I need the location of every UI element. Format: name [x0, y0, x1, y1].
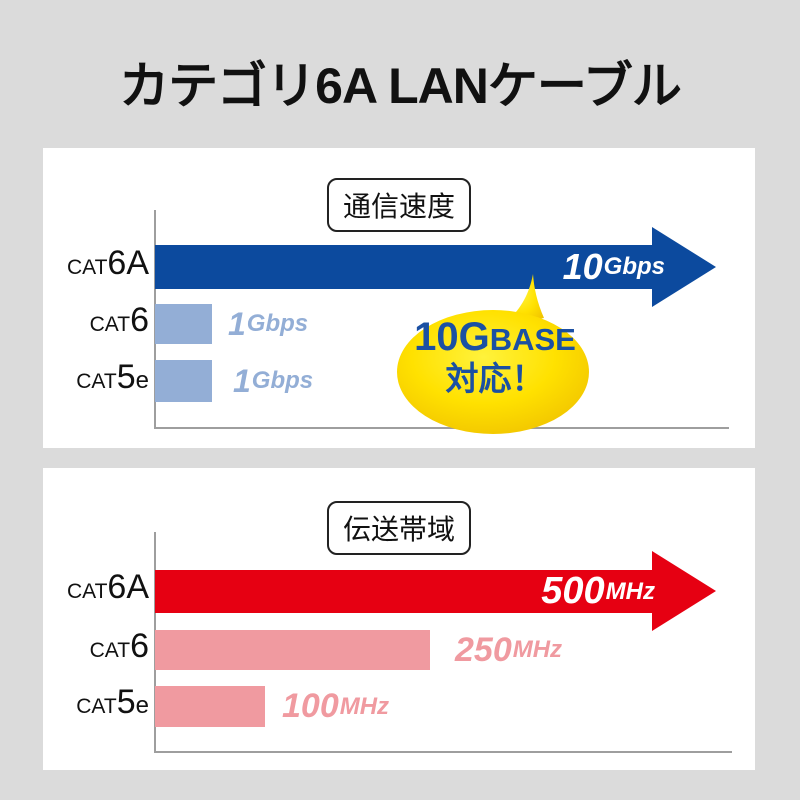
cat6a-bandwidth-value: 500 MHz	[541, 570, 655, 613]
cat5e-bandwidth-value: 100 MHz	[282, 686, 389, 727]
cat5e-bandwidth-bar	[155, 686, 265, 727]
category-main: 5	[116, 683, 136, 721]
category-main: 6A	[107, 244, 149, 282]
speed-x-axis	[154, 427, 729, 429]
bandwidth-category-label-cat6a: CAT6A	[53, 568, 149, 607]
balloon-tail	[502, 274, 544, 326]
cat6a-speed-arrow-body	[155, 245, 652, 289]
bandwidth-category-label-cat5e: CAT5e	[53, 683, 149, 722]
category-prefix: CAT	[89, 313, 131, 336]
balloon-text: 10GBASE 対応！	[395, 315, 595, 398]
cat6a-speed-arrow-head	[652, 227, 716, 307]
cat5e-speed-bar	[155, 360, 212, 402]
value-number: 1	[233, 362, 251, 399]
speed-chart-panel: 通信速度 CAT6A 10 Gbps CAT6 1 Gbps CAT5e 1 Gbps…	[43, 148, 755, 448]
10gbase-balloon	[397, 274, 589, 434]
balloon-line1-small: BASE	[489, 322, 576, 357]
bandwidth-chart-heading: 伝送帯域	[326, 501, 472, 555]
category-main: 5	[116, 358, 136, 396]
category-main: 6	[130, 301, 149, 339]
value-unit: Gbps	[603, 253, 665, 280]
cat6-speed-bar	[155, 304, 212, 344]
value-number: 100	[282, 687, 339, 725]
category-prefix: CAT	[89, 639, 131, 662]
category-main: 6	[130, 627, 149, 665]
bandwidth-chart-panel: 伝送帯域 CAT6A 500 MHz CAT6 250 MHz CAT5e 100 M…	[43, 468, 755, 770]
cat6a-speed-value: 10 Gbps	[563, 245, 665, 289]
speed-category-label-cat5e: CAT5e	[53, 358, 149, 397]
category-main: 6A	[107, 568, 149, 606]
value-unit: Gbps	[251, 367, 314, 394]
category-prefix: CAT	[76, 695, 117, 718]
bandwidth-category-label-cat6: CAT6	[53, 627, 149, 666]
value-number: 250	[455, 630, 512, 669]
category-prefix: CAT	[66, 256, 108, 279]
value-number: 1	[228, 305, 246, 342]
speed-category-label-cat6a: CAT6A	[53, 244, 149, 283]
balloon-line1-big: 10G	[414, 315, 490, 359]
cat6-speed-value: 1 Gbps	[228, 304, 308, 344]
value-unit: MHz	[512, 636, 563, 663]
value-unit: MHz	[605, 577, 655, 605]
value-unit: Gbps	[246, 310, 309, 337]
category-prefix: CAT	[66, 580, 108, 603]
category-prefix: CAT	[76, 370, 117, 393]
cat6a-bandwidth-arrow-head	[652, 551, 716, 631]
balloon-body	[397, 310, 589, 434]
page-title: カテゴリ6A LANケーブル	[119, 58, 682, 114]
cat6-bandwidth-bar	[155, 630, 430, 670]
bandwidth-x-axis	[154, 751, 732, 753]
balloon-line1: 10GBASE	[395, 315, 595, 359]
value-unit: MHz	[339, 692, 390, 720]
value-number: 500	[541, 570, 605, 612]
cat5e-speed-value: 1 Gbps	[233, 360, 313, 402]
category-suffix: e	[135, 692, 149, 719]
cat6-bandwidth-value: 250 MHz	[455, 630, 562, 670]
category-suffix: e	[135, 367, 149, 394]
speed-chart-heading: 通信速度	[326, 178, 472, 232]
cat6a-bandwidth-arrow-body	[155, 570, 652, 613]
value-number: 10	[562, 246, 603, 287]
speed-category-label-cat6: CAT6	[53, 301, 149, 340]
balloon-line2: 対応！	[445, 360, 545, 398]
